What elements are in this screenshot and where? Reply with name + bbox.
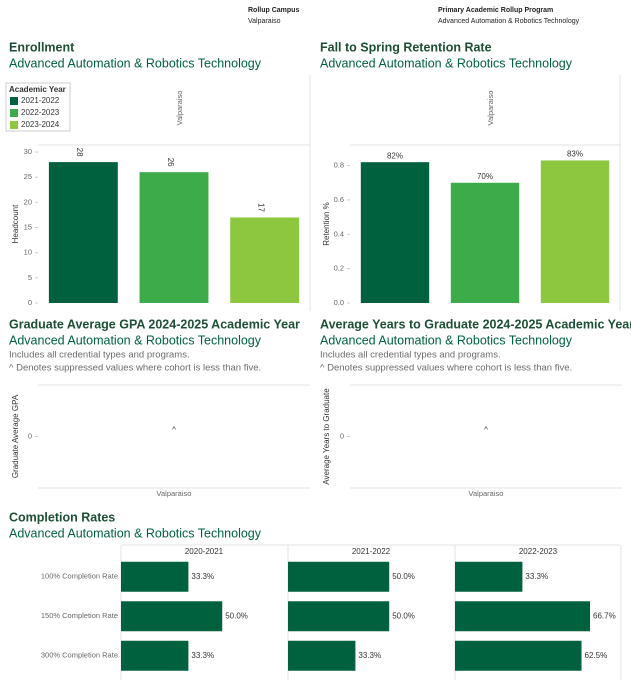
panel-label: Valparaiso: [486, 91, 495, 126]
chart-subtitle: Advanced Automation & Robotics Technolog…: [9, 56, 262, 70]
value-label: 82%: [387, 151, 403, 160]
y-axis-label: Average Years to Graduate: [322, 388, 331, 485]
chart-title: Enrollment: [9, 40, 75, 54]
y-tick-label: 0.2: [334, 264, 344, 273]
bar: [121, 601, 223, 632]
note: ^ Denotes suppressed values where cohort…: [320, 363, 572, 374]
chart-title: Average Years to Graduate 2024-2025 Acad…: [320, 317, 631, 331]
value-label: 33.3%: [191, 572, 214, 581]
y-tick-label: 0.6: [334, 195, 344, 204]
y-tick-label: 0.4: [334, 229, 344, 238]
row-label: 100% Completion Rate: [41, 572, 118, 581]
value-label: ^: [484, 426, 488, 435]
y-axis-label: Retention %: [322, 202, 331, 246]
row-label: 300% Completion Rate: [41, 651, 118, 660]
y-tick-label: 0: [28, 431, 32, 440]
value-label: 26: [166, 158, 175, 167]
value-label: 50.0%: [392, 611, 415, 620]
chart-subtitle: Advanced Automation & Robotics Technolog…: [9, 526, 262, 540]
y-tick-label: 10: [24, 248, 32, 257]
legend-swatch: [10, 97, 18, 105]
filter-value: Advanced Automation & Robotics Technolog…: [438, 18, 580, 25]
value-label: 70%: [477, 172, 493, 181]
bar: [540, 160, 610, 303]
bar: [360, 162, 430, 303]
chart-title: Completion Rates: [9, 510, 115, 524]
bar: [230, 217, 300, 303]
chart-title: Graduate Average GPA 2024-2025 Academic …: [9, 317, 300, 331]
value-label: 33.3%: [525, 572, 548, 581]
panel-header: 2021-2022: [352, 547, 391, 556]
panel-header: 2022-2023: [519, 547, 558, 556]
value-label: 17: [257, 203, 266, 212]
value-label: 83%: [567, 150, 583, 159]
panel-header: 2020-2021: [185, 547, 224, 556]
note: ^ Denotes suppressed values where cohort…: [9, 363, 261, 374]
value-label: ^: [172, 426, 176, 435]
filter-value: Valparaiso: [248, 18, 281, 25]
y-tick-label: 15: [24, 223, 32, 232]
bar: [121, 640, 189, 671]
chart-subtitle: Advanced Automation & Robotics Technolog…: [9, 333, 262, 347]
legend-label: 2023-2024: [21, 120, 60, 129]
value-label: 33.3%: [191, 651, 214, 660]
bar: [48, 162, 118, 303]
y-axis-label: Graduate Average GPA: [11, 394, 20, 478]
bar: [455, 601, 591, 632]
y-tick-label: 30: [24, 147, 32, 156]
y-tick-label: 20: [24, 197, 32, 206]
bar: [121, 561, 189, 592]
y-tick-label: 0: [340, 431, 344, 440]
row-label: 150% Completion Rate: [41, 611, 118, 620]
y-tick-label: 0: [28, 298, 32, 307]
legend-swatch: [10, 121, 18, 129]
bar: [288, 601, 390, 632]
chart-subtitle: Advanced Automation & Robotics Technolog…: [320, 56, 573, 70]
panel-label: Valparaiso: [175, 91, 184, 126]
bar: [288, 640, 356, 671]
bar: [455, 640, 582, 671]
value-label: 62.5%: [585, 651, 608, 660]
bar: [139, 172, 209, 303]
value-label: 50.0%: [392, 572, 415, 581]
y-tick-label: 0.0: [334, 298, 344, 307]
chart-subtitle: Advanced Automation & Robotics Technolog…: [320, 333, 573, 347]
filter-label: Rollup Campus: [248, 7, 299, 14]
bar: [288, 561, 390, 592]
value-label: 66.7%: [593, 611, 616, 620]
bar: [455, 561, 523, 592]
note: Includes all credential types and progra…: [320, 350, 501, 361]
value-label: 33.3%: [358, 651, 381, 660]
legend-swatch: [10, 109, 18, 117]
legend-title: Academic Year: [9, 85, 66, 94]
y-tick-label: 5: [28, 273, 32, 282]
note: Includes all credential types and progra…: [9, 350, 190, 361]
value-label: 28: [75, 148, 84, 157]
chart-title: Fall to Spring Retention Rate: [320, 40, 492, 54]
legend-label: 2022-2023: [21, 108, 60, 117]
x-tick-label: Valparaiso: [469, 489, 504, 498]
y-axis-label: Headcount: [11, 204, 20, 243]
y-tick-label: 25: [24, 172, 32, 181]
legend-label: 2021-2022: [21, 96, 60, 105]
bar: [450, 182, 520, 303]
value-label: 50.0%: [225, 611, 248, 620]
filter-label: Primary Academic Rollup Program: [438, 7, 553, 14]
x-tick-label: Valparaiso: [157, 489, 192, 498]
y-tick-label: 0.8: [334, 161, 344, 170]
